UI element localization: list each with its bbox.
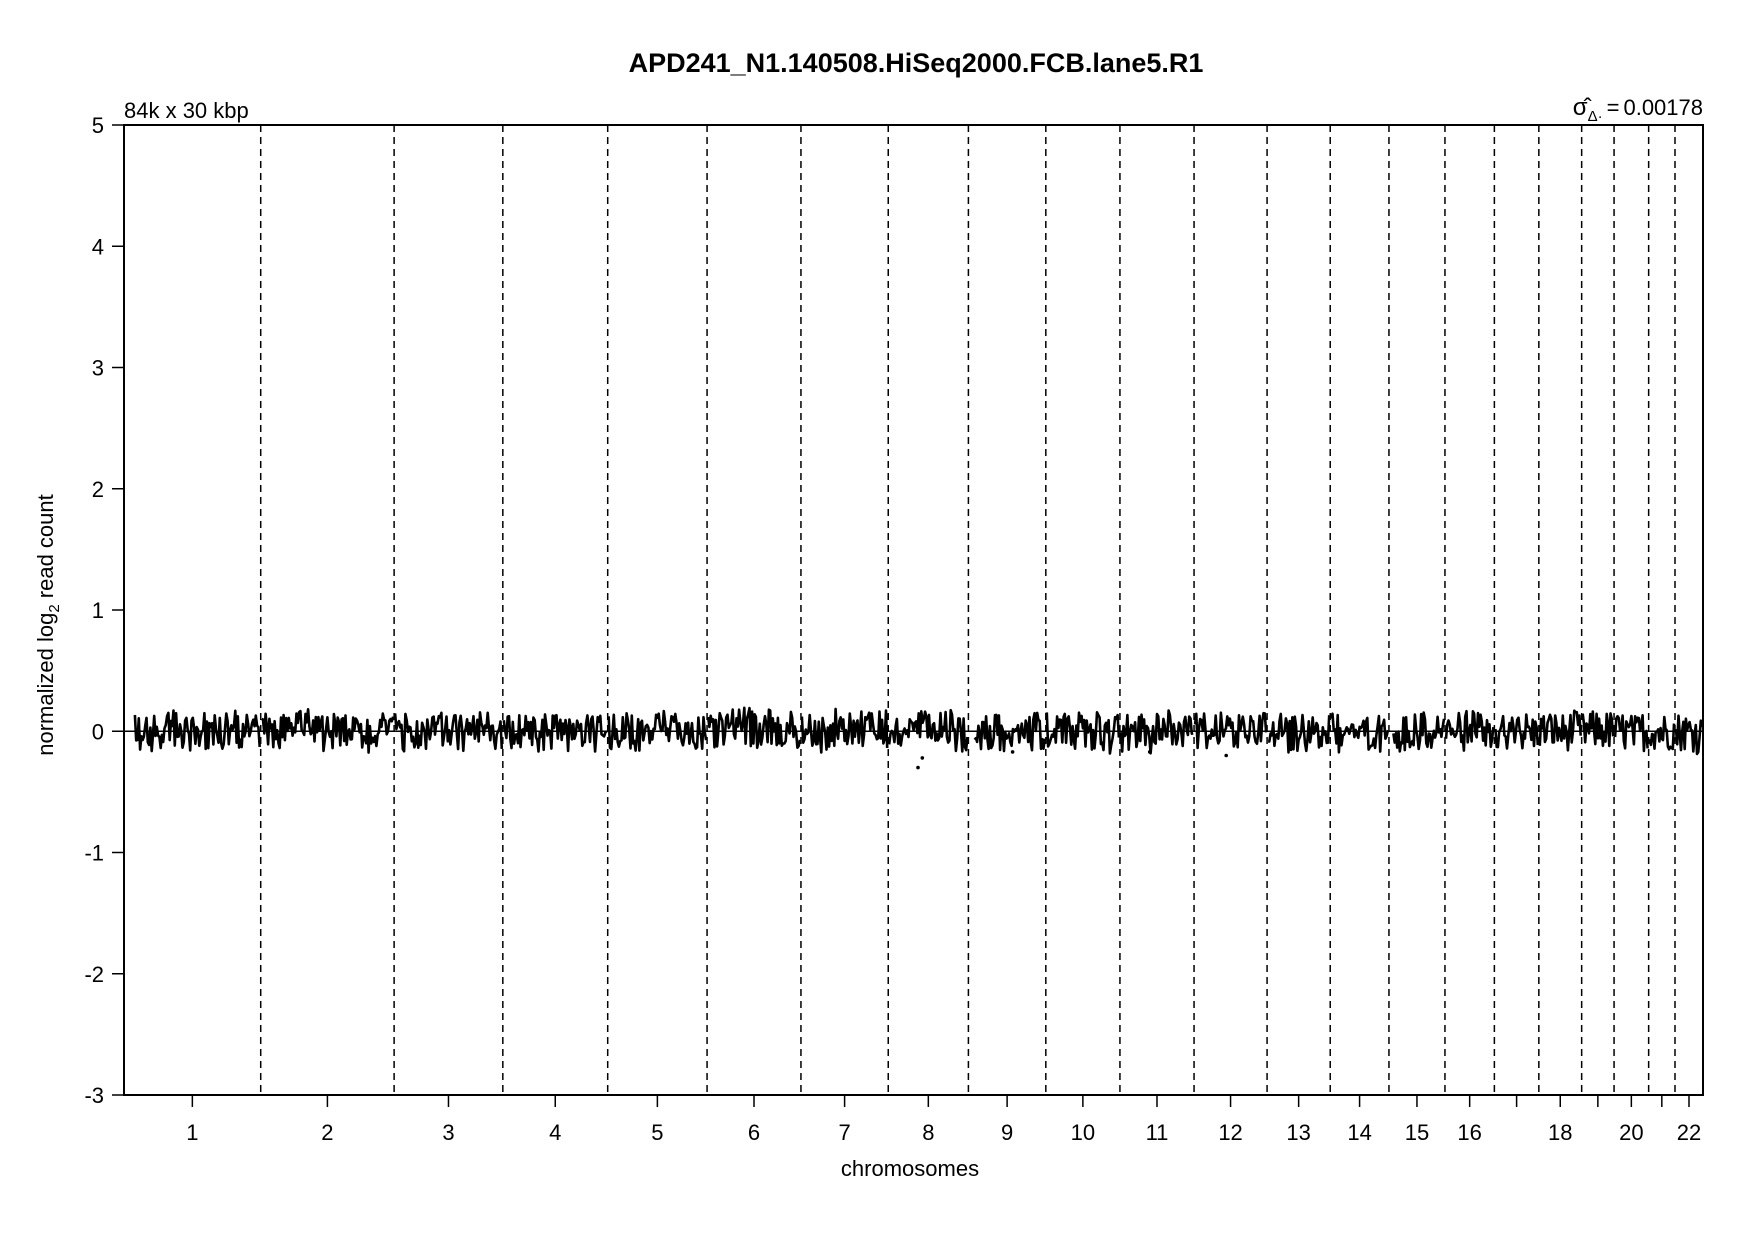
outlier-point xyxy=(1147,750,1152,754)
chromosome-trace-unlabeled-18 xyxy=(1581,710,1615,748)
chromosome-trace-10 xyxy=(1045,710,1121,755)
x-tick-label: 20 xyxy=(1619,1120,1643,1145)
x-tick-label: 6 xyxy=(748,1120,760,1145)
chromosome-trace-7 xyxy=(800,707,889,754)
x-axis: 1 2 3 4 5 6 7 8 9 10 11 12 13 14 15 16 18 20 22 xyxy=(186,1095,1701,1145)
outlier-point xyxy=(916,765,920,770)
x-tick-label: 18 xyxy=(1548,1120,1572,1145)
chromosome-trace-12 xyxy=(1193,711,1268,750)
svg-text:σ̂Δ·=0.00178: σ̂Δ· = 0.00178 xyxy=(1573,94,1703,125)
x-tick-label: 10 xyxy=(1071,1120,1095,1145)
x-tick-label: 5 xyxy=(651,1120,663,1145)
y-axis-label-suffix: read count xyxy=(33,494,58,604)
chromosome-trace-1 xyxy=(133,709,261,753)
x-axis-label: chromosomes xyxy=(841,1156,979,1181)
chromosome-trace-5 xyxy=(607,709,708,752)
chromosome-trace-9 xyxy=(973,711,1047,753)
y-axis-label-subscript: 2 xyxy=(46,604,63,612)
chromosome-trace-3 xyxy=(393,711,504,753)
chromosome-trace-14 xyxy=(1329,712,1390,754)
chromosome-trace-13 xyxy=(1267,712,1331,754)
chromosome-trace-2 xyxy=(261,707,395,754)
y-axis-label-prefix: normalized log xyxy=(33,613,58,756)
y-tick-label: 3 xyxy=(92,356,104,381)
x-tick-label: 12 xyxy=(1218,1120,1242,1145)
chromosome-trace-20 xyxy=(1613,713,1649,753)
x-tick-label: 15 xyxy=(1405,1120,1429,1145)
x-tick-label: 13 xyxy=(1286,1120,1310,1145)
chromosome-trace-18 xyxy=(1538,709,1582,752)
chromosome-trace-8 xyxy=(887,708,969,753)
y-tick-label: 2 xyxy=(92,477,104,502)
sigma-annotation: σ̂Δ· = 0.00178 xyxy=(1573,94,1703,125)
y-tick-label: -3 xyxy=(84,1083,104,1108)
x-tick-label: 1 xyxy=(186,1120,198,1145)
sigma-value: 0.00178 xyxy=(1623,95,1703,120)
x-tick-label: 16 xyxy=(1457,1120,1481,1145)
y-tick-label: -2 xyxy=(84,962,104,987)
chromosome-trace-15 xyxy=(1392,711,1446,753)
chart-subtitle: 84k x 30 kbp xyxy=(124,98,249,123)
chromosome-trace-unlabeled-20 xyxy=(1648,715,1676,751)
sigma-symbol: σ̂ xyxy=(1573,94,1592,121)
x-tick-label: 3 xyxy=(442,1120,454,1145)
x-tick-label: 8 xyxy=(922,1120,934,1145)
chromosome-trace-unlabeled-16 xyxy=(1494,713,1540,750)
x-tick-label: 4 xyxy=(549,1120,561,1145)
chromosome-trace-16 xyxy=(1444,709,1495,752)
chromosome-trace-22 xyxy=(1674,714,1704,756)
sigma-equals: = xyxy=(1607,95,1620,120)
y-tick-label: -1 xyxy=(84,841,104,866)
x-tick-label: 9 xyxy=(1001,1120,1013,1145)
sigma-subscript: Δ· xyxy=(1588,108,1603,125)
chromosome-dividers xyxy=(259,125,1676,1095)
read-count-series xyxy=(133,706,1704,770)
outlier-point xyxy=(1224,753,1228,758)
x-tick-label: 11 xyxy=(1146,1120,1169,1145)
chart-title: APD241_N1.140508.HiSeq2000.FCB.lane5.R1 xyxy=(629,48,1204,78)
x-tick-label: 14 xyxy=(1347,1120,1371,1145)
outlier-point xyxy=(920,756,925,760)
x-tick-label: 7 xyxy=(838,1120,850,1145)
y-tick-label: 1 xyxy=(92,598,104,623)
y-axis-label: normalized log2 read count xyxy=(33,494,63,756)
y-tick-label: 4 xyxy=(92,234,104,259)
y-tick-label: 0 xyxy=(92,719,104,744)
y-tick-label: 5 xyxy=(92,113,104,138)
x-tick-label: 2 xyxy=(321,1120,333,1145)
chromosome-trace-4 xyxy=(502,713,608,753)
x-tick-label: 22 xyxy=(1677,1120,1701,1145)
y-axis: -3 -2 -1 0 1 2 3 4 5 xyxy=(84,113,124,1108)
outlier-point xyxy=(1010,750,1015,754)
chromosome-trace-6 xyxy=(706,706,802,750)
